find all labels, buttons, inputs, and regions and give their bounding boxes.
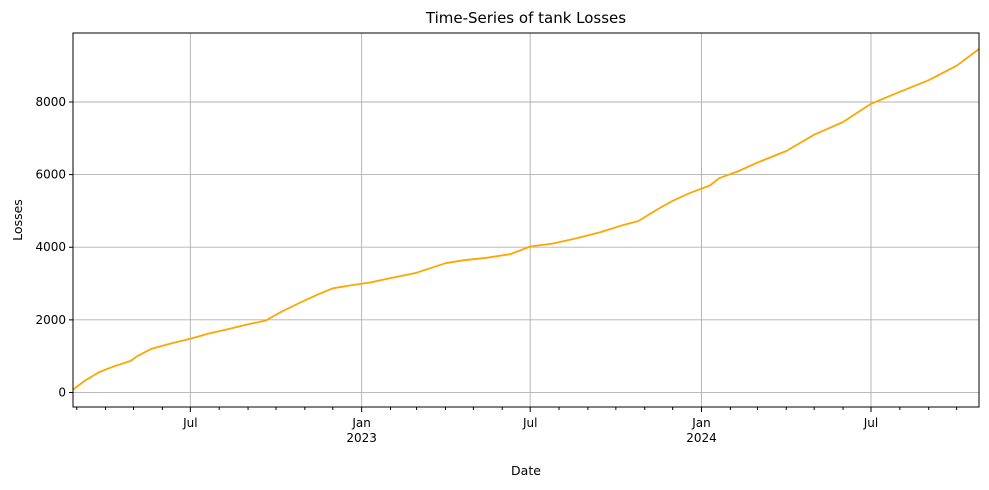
- y-axis: 0 2000 4000 6000 8000: [35, 95, 73, 399]
- x-axis-label: Date: [511, 463, 541, 478]
- y-tick-label: 2000: [35, 313, 66, 327]
- x-tick-label: Jul: [182, 416, 197, 430]
- chart-title: Time-Series of tank Losses: [425, 9, 626, 27]
- y-tick-label: 4000: [35, 240, 66, 254]
- losses-series-line: [72, 48, 980, 391]
- grid: [73, 33, 979, 407]
- y-tick-label: 8000: [35, 95, 66, 109]
- x-tick-label: Jan: [691, 416, 711, 430]
- x-tick-label: Jan: [351, 416, 371, 430]
- x-tick-label: Jul: [863, 416, 878, 430]
- plot-frame: [72, 32, 980, 408]
- x-tick-year-label: 2024: [686, 431, 717, 445]
- y-axis-label: Losses: [10, 199, 25, 241]
- y-tick-label: 6000: [35, 168, 66, 182]
- plot-area: [72, 48, 980, 391]
- x-tick-label: Jul: [522, 416, 537, 430]
- y-tick-label: 0: [58, 385, 66, 399]
- x-tick-year-label: 2023: [346, 431, 377, 445]
